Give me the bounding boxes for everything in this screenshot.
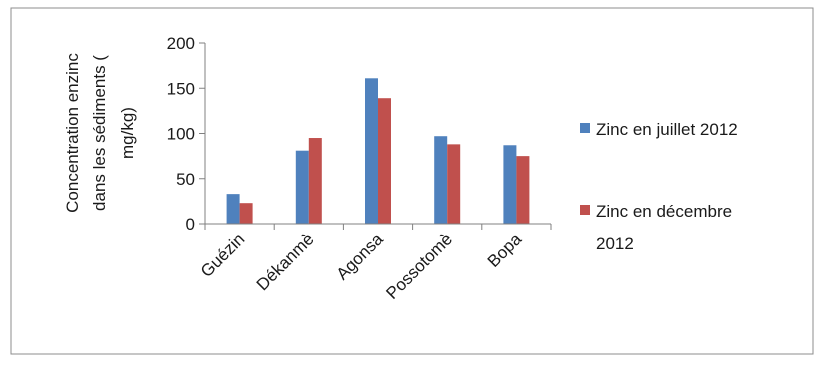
bar <box>239 203 253 224</box>
axes <box>204 43 551 225</box>
chart-frame <box>10 7 814 355</box>
bars <box>226 78 530 224</box>
bar <box>503 145 517 224</box>
y-tick-label: 100 <box>167 125 195 144</box>
y-tick-label: 150 <box>167 79 195 98</box>
y-axis-label: Concentration enzinc dans les sédiments (… <box>63 53 137 213</box>
y-axis-label-line: mg/kg) <box>118 107 137 159</box>
y-tick-label: 0 <box>186 215 195 234</box>
legend: Zinc en juillet 2012 Zinc en décembre 2012 <box>580 120 738 253</box>
y-tick-label: 50 <box>176 170 195 189</box>
y-axis-label-line: Concentration enzinc <box>63 53 82 213</box>
bar <box>516 156 530 224</box>
legend-swatch <box>580 123 590 133</box>
legend-label: Zinc en juillet 2012 <box>596 120 738 139</box>
y-tick-label: 200 <box>167 34 195 53</box>
legend-label: Zinc en décembre <box>596 202 732 221</box>
bar <box>378 98 391 224</box>
bar <box>434 136 448 224</box>
legend-swatch <box>580 205 590 215</box>
bar <box>226 194 240 224</box>
y-axis-ticks: 0 50 100 150 200 <box>167 34 205 234</box>
y-axis-label-line: dans les sédiments ( <box>90 55 109 211</box>
bar <box>295 150 309 224</box>
bar <box>365 78 378 224</box>
legend-label: 2012 <box>596 234 634 253</box>
bar <box>447 144 461 224</box>
bar <box>308 138 322 224</box>
